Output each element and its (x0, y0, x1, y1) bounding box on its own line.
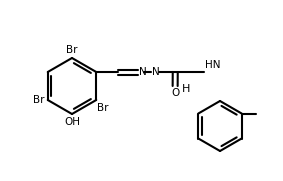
Text: OH: OH (64, 117, 80, 127)
Text: H: H (182, 84, 191, 94)
Text: O: O (171, 88, 179, 98)
Text: Br: Br (66, 45, 78, 55)
Text: HN: HN (205, 60, 221, 70)
Text: Br: Br (97, 103, 109, 113)
Text: N: N (139, 67, 147, 77)
Text: Br: Br (33, 95, 45, 105)
Text: N: N (152, 67, 160, 77)
